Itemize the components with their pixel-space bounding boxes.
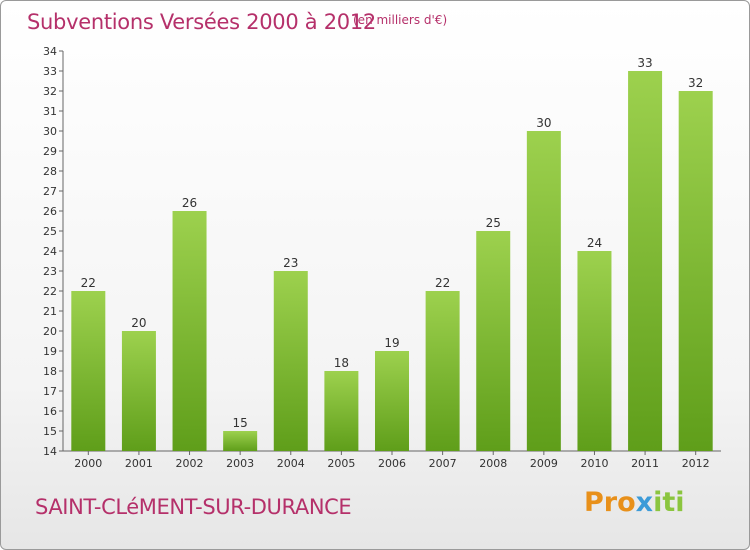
- data-label-2002: 26: [182, 196, 197, 210]
- x-tick-label-2008: 2008: [479, 457, 507, 470]
- data-label-2003: 15: [233, 416, 248, 430]
- bar-2000: [71, 291, 106, 451]
- y-tick-label: 22: [43, 285, 57, 298]
- y-tick-label: 27: [43, 185, 57, 198]
- bar-2011: [628, 71, 663, 451]
- proxiti-logo: Proxiti: [584, 487, 685, 518]
- y-tick-label: 24: [43, 245, 57, 258]
- x-tick-label-2012: 2012: [682, 457, 710, 470]
- logo-part-x: x: [635, 487, 654, 518]
- data-label-2005: 18: [334, 356, 349, 370]
- x-tick-label-2002: 2002: [176, 457, 204, 470]
- data-label-2011: 33: [637, 56, 652, 70]
- bar-2002: [172, 211, 207, 451]
- y-tick-label: 18: [43, 365, 57, 378]
- x-tick-label-2003: 2003: [226, 457, 254, 470]
- bar-2005: [324, 371, 359, 451]
- chart-subtitle: (en milliers d'€): [353, 13, 448, 27]
- logo-part-pro: Pro: [584, 487, 636, 518]
- bar-2001: [121, 331, 156, 451]
- y-tick-label: 20: [43, 325, 57, 338]
- y-tick-label: 19: [43, 345, 57, 358]
- x-tick-label-2009: 2009: [530, 457, 558, 470]
- chart-title: Subventions Versées 2000 à 2012: [27, 10, 376, 34]
- y-tick-label: 15: [43, 425, 57, 438]
- commune-name: SAINT-CLéMENT-SUR-DURANCE: [35, 495, 352, 519]
- bar-2003: [223, 431, 258, 451]
- x-tick-label-2000: 2000: [74, 457, 102, 470]
- y-tick-label: 33: [43, 65, 57, 78]
- data-label-2009: 30: [536, 116, 551, 130]
- bar-2009: [526, 131, 561, 451]
- y-tick-label: 34: [43, 45, 57, 58]
- data-label-2004: 23: [283, 256, 298, 270]
- bar-2008: [476, 231, 511, 451]
- y-tick-label: 14: [43, 445, 57, 458]
- y-tick-label: 28: [43, 165, 57, 178]
- y-tick-label: 30: [43, 125, 57, 138]
- data-label-2000: 22: [81, 276, 96, 290]
- bar-2006: [375, 351, 409, 451]
- x-tick-label-2007: 2007: [429, 457, 457, 470]
- bar-2004: [273, 271, 308, 451]
- data-label-2012: 32: [688, 76, 703, 90]
- bar-2010: [577, 251, 612, 451]
- bar-2007: [425, 291, 460, 451]
- bar-2012: [678, 91, 713, 451]
- y-tick-label: 17: [43, 385, 57, 398]
- data-label-2001: 20: [131, 316, 146, 330]
- x-tick-label-2001: 2001: [125, 457, 153, 470]
- y-tick-label: 23: [43, 265, 57, 278]
- y-tick-label: 25: [43, 225, 57, 238]
- x-tick-label-2010: 2010: [580, 457, 608, 470]
- x-tick-label-2006: 2006: [378, 457, 406, 470]
- logo-part-iti: iti: [653, 487, 685, 518]
- x-tick-label-2011: 2011: [631, 457, 659, 470]
- y-tick-label: 31: [43, 105, 57, 118]
- x-tick-label-2005: 2005: [327, 457, 355, 470]
- data-label-2010: 24: [587, 236, 602, 250]
- y-tick-label: 26: [43, 205, 57, 218]
- x-tick-label-2004: 2004: [277, 457, 305, 470]
- y-tick-label: 32: [43, 85, 57, 98]
- data-label-2008: 25: [486, 216, 501, 230]
- y-tick-label: 16: [43, 405, 57, 418]
- y-tick-label: 29: [43, 145, 57, 158]
- y-tick-label: 21: [43, 305, 57, 318]
- data-label-2007: 22: [435, 276, 450, 290]
- data-label-2006: 19: [384, 336, 399, 350]
